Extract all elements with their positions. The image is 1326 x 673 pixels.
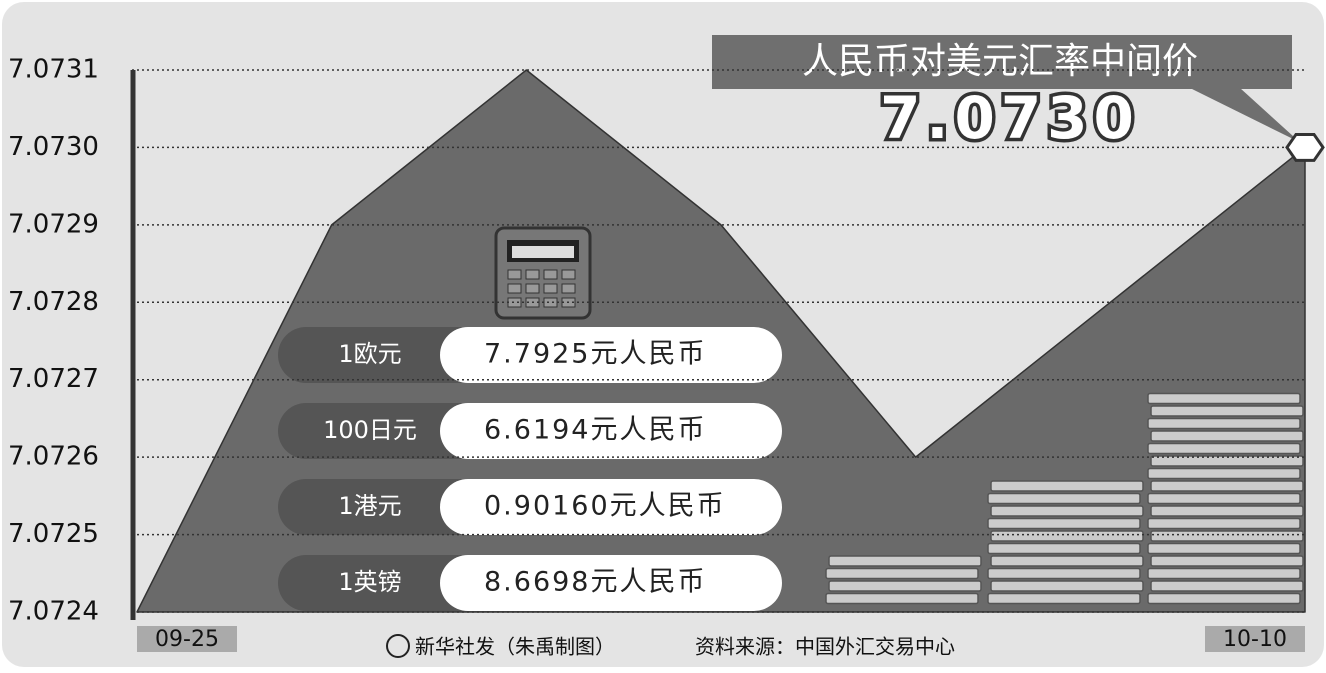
y-tick-label: 7.0729: [8, 209, 99, 239]
y-tick-label: 7.0727: [8, 364, 99, 394]
coin: [988, 519, 1140, 529]
coin: [988, 569, 1140, 579]
rate-currency: 100日元: [323, 416, 417, 444]
coin: [826, 594, 978, 604]
coin: [1148, 594, 1300, 604]
coin: [1151, 531, 1303, 541]
credit: 新华社发（朱禹制图）: [415, 635, 615, 659]
rate-currency: 1英镑: [338, 568, 401, 596]
coin: [1148, 394, 1300, 404]
rate-currency: 1港元: [338, 492, 401, 520]
y-tick-label: 7.0725: [8, 519, 99, 549]
coin: [991, 481, 1143, 491]
key: [544, 270, 557, 279]
x-tick-label: 09-25: [155, 627, 219, 652]
coin: [1148, 569, 1300, 579]
y-tick-label: 7.0728: [8, 287, 99, 317]
rate-value: 8.6698元人民币: [484, 567, 706, 598]
rate-value: 7.7925元人民币: [484, 339, 706, 370]
key: [562, 284, 575, 293]
coin: [991, 531, 1143, 541]
y-tick-label: 7.0731: [8, 55, 99, 85]
rate-value: 6.6194元人民币: [484, 415, 706, 446]
coin: [1148, 494, 1300, 504]
coin: [1148, 519, 1300, 529]
key: [544, 298, 557, 307]
key: [508, 284, 521, 293]
y-tick-label: 7.0730: [8, 132, 99, 162]
key: [526, 284, 539, 293]
coin: [1148, 544, 1300, 554]
coin: [1151, 556, 1303, 566]
x-tick-label: 10-10: [1223, 627, 1287, 652]
rate-currency: 1欧元: [338, 340, 401, 368]
coin: [826, 569, 978, 579]
key: [544, 284, 557, 293]
coin: [1151, 481, 1303, 491]
coin: [829, 581, 981, 591]
coin: [988, 544, 1140, 554]
source: 资料来源：中国外汇交易中心: [695, 635, 955, 659]
end-marker: [1287, 134, 1323, 160]
coin: [1151, 506, 1303, 516]
coin: [1151, 406, 1303, 416]
coin: [1148, 444, 1300, 454]
rate-value: 0.90160元人民币: [484, 491, 726, 522]
coin: [988, 494, 1140, 504]
y-tick-label: 7.0724: [8, 597, 99, 627]
coin: [991, 556, 1143, 566]
key: [508, 270, 521, 279]
key: [562, 270, 575, 279]
coin: [1151, 431, 1303, 441]
headline-value: 7.0730: [880, 84, 1140, 152]
coin: [991, 581, 1143, 591]
coin: [991, 506, 1143, 516]
coin: [988, 594, 1140, 604]
y-tick-label: 7.0726: [8, 442, 99, 472]
coin: [829, 556, 981, 566]
coin: [1151, 581, 1303, 591]
coin: [1148, 469, 1300, 479]
annotation-title: 人民币对美元汇率中间价: [802, 41, 1198, 82]
key: [508, 298, 521, 307]
coin: [1148, 419, 1300, 429]
key: [526, 270, 539, 279]
chart: 1欧元 7.7925元人民币 100日元 6.6194元人民币 1港元 0.90160元人…: [0, 0, 1326, 669]
